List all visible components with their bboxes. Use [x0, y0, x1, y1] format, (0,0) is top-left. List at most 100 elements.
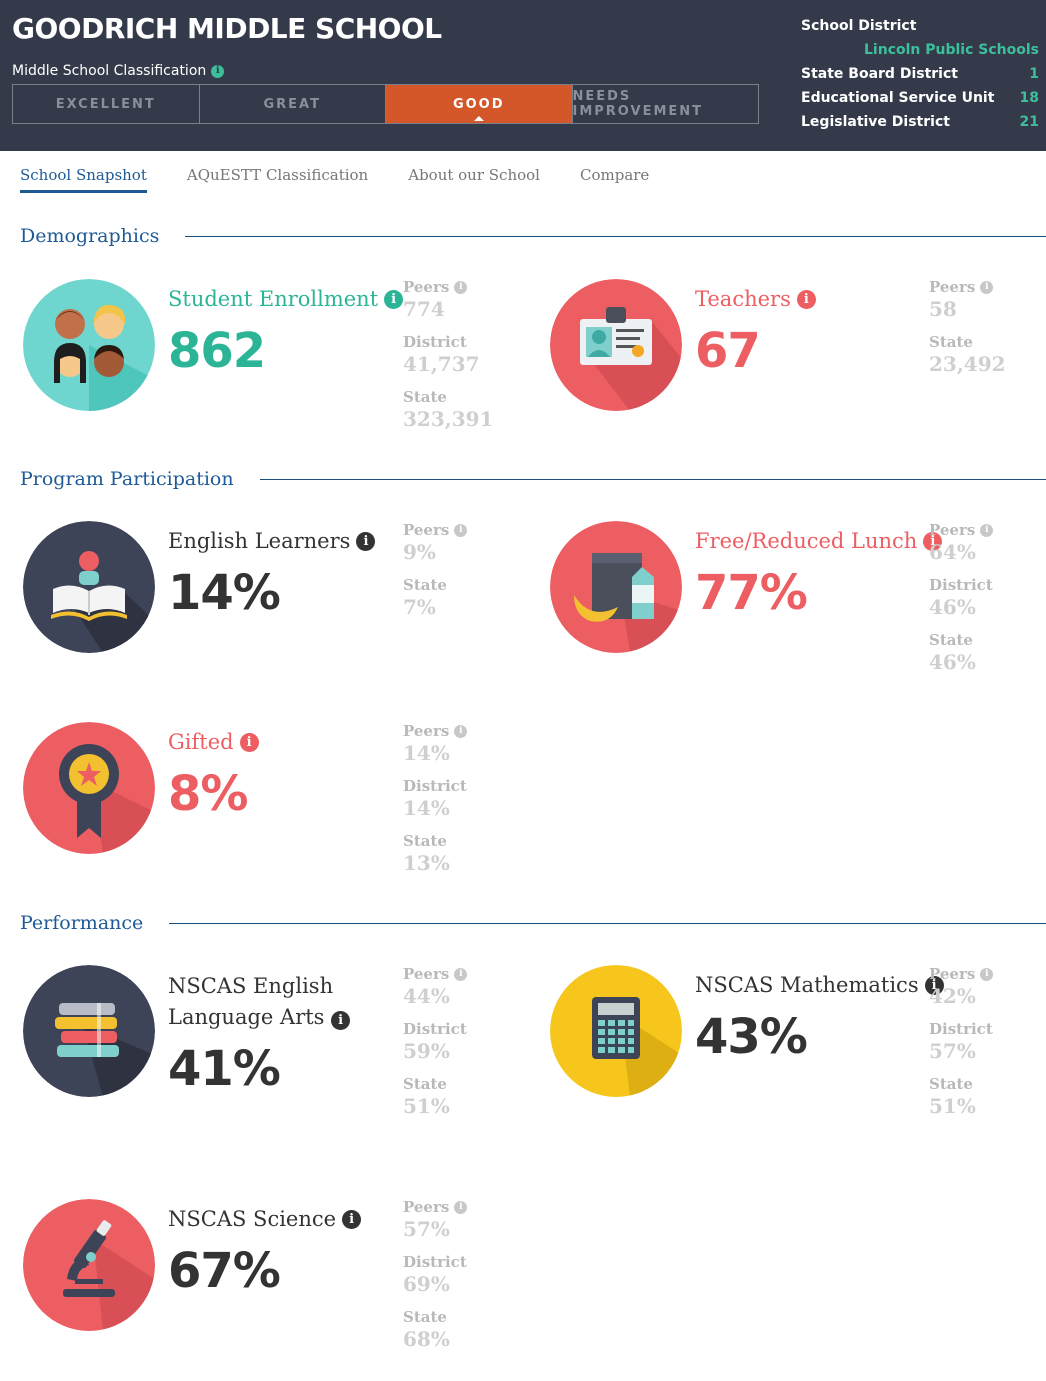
- stat-value: 67%: [168, 1243, 281, 1299]
- esu-label: Educational Service Unit: [801, 90, 995, 106]
- peers-label: Peers: [403, 521, 450, 539]
- stat-label: NSCAS Mathematics i: [695, 973, 944, 997]
- peers-label: Peers: [929, 965, 976, 983]
- peers-label: Peers: [403, 965, 450, 983]
- tab-aquestt-classification[interactable]: AQuESTT Classification: [186, 166, 369, 184]
- peers-label: Peers: [403, 722, 450, 740]
- district-info-panel: School District Lincoln Public Schools S…: [801, 14, 1039, 134]
- info-icon[interactable]: i: [454, 280, 468, 294]
- stat-label-text: Free/Reduced Lunch: [695, 529, 918, 553]
- students-icon: [23, 279, 155, 411]
- legislative-label: Legislative District: [801, 114, 950, 130]
- comparison-lunch: Peers i 64% District 46% State 46%: [929, 520, 994, 685]
- stat-label: Teachers i: [695, 287, 816, 311]
- info-icon[interactable]: i: [980, 523, 994, 537]
- tab-compare[interactable]: Compare: [579, 166, 650, 184]
- info-icon[interactable]: i: [923, 531, 943, 551]
- info-icon[interactable]: i: [342, 1209, 362, 1229]
- district-value: 57%: [929, 1039, 976, 1063]
- comparison-teachers: Peers i 58 State 23,492: [929, 277, 1006, 387]
- state-label: State: [403, 388, 447, 406]
- state-value: 46%: [929, 650, 976, 674]
- stat-value: 14%: [168, 565, 281, 621]
- peers-value: 42%: [929, 984, 976, 1008]
- books-stack-icon: [23, 965, 155, 1097]
- stat-label-text: NSCAS Mathematics: [695, 973, 919, 997]
- section-divider: [259, 478, 1046, 480]
- district-label: District: [929, 576, 993, 594]
- state-label: State: [929, 631, 973, 649]
- stat-label-text: Gifted: [168, 730, 234, 754]
- id-badge-icon: [550, 279, 682, 411]
- esu-value: 18: [1019, 90, 1039, 106]
- peers-value: 9%: [403, 540, 436, 564]
- state-value: 68%: [403, 1327, 450, 1351]
- peers-value: 14%: [403, 741, 450, 765]
- state-value: 51%: [403, 1094, 450, 1118]
- info-icon[interactable]: i: [384, 289, 404, 309]
- state-board-label: State Board District: [801, 66, 958, 82]
- stat-label: English Learners i: [168, 529, 376, 553]
- tab-school-snapshot[interactable]: School Snapshot: [20, 166, 147, 193]
- comparison-science: Peers i 57% District 69% State 68%: [403, 1197, 468, 1362]
- info-icon[interactable]: i: [980, 280, 994, 294]
- stat-value: 43%: [695, 1009, 808, 1065]
- stat-label-text: NSCAS English Language Arts: [168, 974, 334, 1029]
- classification-needs-improvement[interactable]: NEEDS IMPROVEMENT: [572, 89, 704, 119]
- classification-good[interactable]: GOOD: [386, 85, 573, 123]
- peers-label: Peers: [403, 278, 450, 296]
- section-title: Program Participation: [20, 468, 234, 490]
- state-board-value: 1: [1029, 66, 1039, 82]
- info-icon[interactable]: i: [924, 975, 944, 995]
- comparison-math: Peers i 42% District 57% State 51%: [929, 964, 994, 1129]
- school-header: GOODRICH MIDDLE SCHOOL Middle School Cla…: [0, 0, 1046, 151]
- classification-excellent[interactable]: EXCELLENT: [13, 85, 200, 123]
- reader-book-icon: [23, 521, 155, 653]
- school-name: GOODRICH MIDDLE SCHOOL: [12, 12, 442, 45]
- info-icon[interactable]: i: [211, 64, 225, 78]
- stat-label: Gifted i: [168, 730, 259, 754]
- info-icon[interactable]: i: [454, 1200, 468, 1214]
- microscope-icon: [23, 1199, 155, 1331]
- info-icon[interactable]: i: [796, 289, 816, 309]
- stat-label: NSCAS English Language Arts i: [168, 971, 368, 1033]
- stat-value: 8%: [168, 766, 248, 822]
- state-value: 51%: [929, 1094, 976, 1118]
- school-district-value[interactable]: Lincoln Public Schools: [864, 42, 1039, 58]
- info-icon[interactable]: i: [454, 967, 468, 981]
- info-icon[interactable]: i: [331, 1011, 351, 1030]
- state-label: State: [403, 832, 447, 850]
- stat-label: NSCAS Science i: [168, 1207, 362, 1231]
- stat-value: 77%: [695, 565, 808, 621]
- state-label: State: [403, 1308, 447, 1326]
- section-title: Performance: [20, 912, 144, 934]
- stat-value: 41%: [168, 1041, 281, 1097]
- stat-label-text: Teachers: [695, 287, 791, 311]
- state-value: 13%: [403, 851, 450, 875]
- info-icon[interactable]: i: [980, 967, 994, 981]
- stat-value: 67: [695, 323, 761, 379]
- district-label: District: [403, 1020, 467, 1038]
- info-icon[interactable]: i: [239, 732, 259, 752]
- tab-about-our-school[interactable]: About our School: [408, 166, 540, 184]
- info-icon[interactable]: i: [454, 724, 468, 738]
- section-title: Demographics: [20, 225, 160, 247]
- section-divider: [185, 235, 1046, 237]
- info-icon[interactable]: i: [356, 531, 376, 551]
- stat-label-text: Student Enrollment: [168, 287, 379, 311]
- stat-value: 862: [168, 323, 266, 379]
- section-demographics: Demographics: [20, 225, 1046, 247]
- district-value: 46%: [929, 595, 976, 619]
- district-value: 69%: [403, 1272, 450, 1296]
- info-icon[interactable]: i: [454, 523, 468, 537]
- classification-scale: EXCELLENT GREAT GOOD NEEDS IMPROVEMENT: [12, 84, 759, 124]
- comparison-enrollment: Peers i 774 District 41,737 State 323,391: [403, 277, 493, 442]
- district-value: 59%: [403, 1039, 450, 1063]
- section-divider: [169, 922, 1046, 924]
- state-label: State: [403, 576, 447, 594]
- section-performance: Performance: [20, 912, 1046, 934]
- calculator-icon: [550, 965, 682, 1097]
- classification-great[interactable]: GREAT: [200, 85, 386, 123]
- state-label: State: [403, 1075, 447, 1093]
- state-label: State: [929, 333, 973, 351]
